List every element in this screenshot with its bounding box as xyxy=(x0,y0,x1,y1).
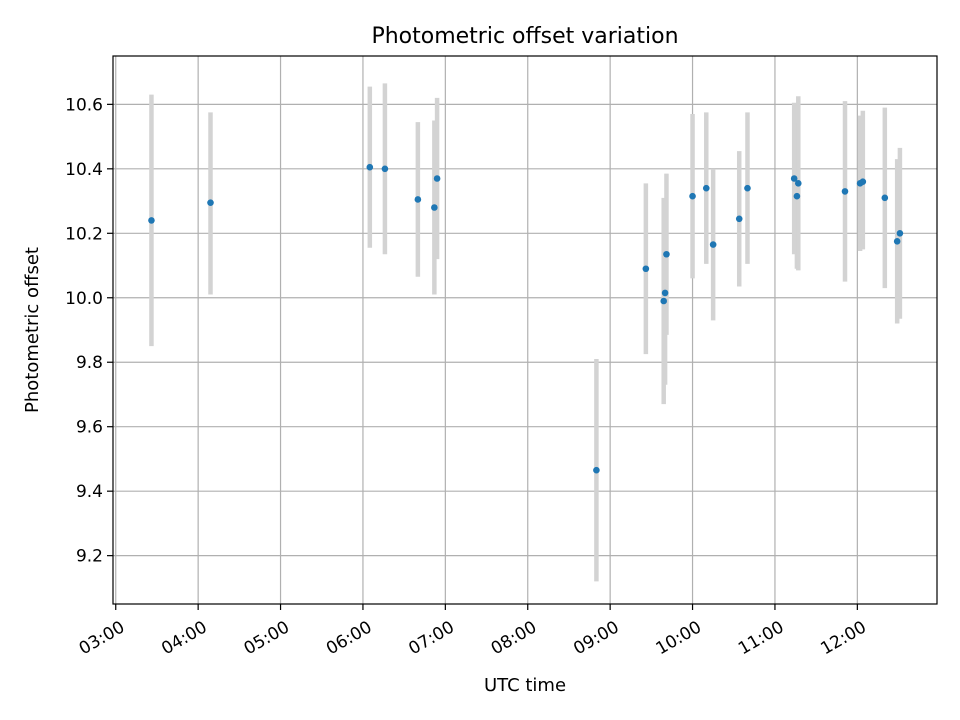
x-axis-label: UTC time xyxy=(484,675,566,696)
data-point xyxy=(893,238,901,245)
data-point xyxy=(794,180,802,187)
y-axis-label: Photometric offset xyxy=(22,247,43,413)
data-point xyxy=(433,175,441,182)
data-points xyxy=(148,163,904,474)
y-tick-label: 9.6 xyxy=(76,418,103,438)
data-point xyxy=(663,250,670,258)
y-tick-label: 9.4 xyxy=(76,482,103,502)
data-point xyxy=(660,297,668,305)
y-tick-label: 10.4 xyxy=(65,160,103,180)
y-tick-label: 10.6 xyxy=(65,95,103,115)
y-tick-label: 10.2 xyxy=(65,224,103,244)
data-point xyxy=(702,184,710,192)
data-point xyxy=(881,194,889,202)
chart-title: Photometric offset variation xyxy=(371,24,678,49)
data-point xyxy=(689,192,696,200)
plot-frame xyxy=(112,55,938,605)
y-tick-label: 10.0 xyxy=(65,289,103,309)
data-point xyxy=(414,196,422,203)
data-point xyxy=(207,199,214,206)
data-point xyxy=(593,466,600,474)
data-point xyxy=(642,265,650,273)
data-point xyxy=(661,289,669,297)
data-point xyxy=(793,192,801,200)
data-point xyxy=(859,178,867,186)
data-point xyxy=(735,215,743,223)
data-point xyxy=(709,241,717,248)
data-point xyxy=(431,204,438,211)
data-point xyxy=(744,184,751,192)
y-tick-label: 9.8 xyxy=(76,353,103,373)
data-point xyxy=(841,188,849,195)
data-point xyxy=(790,175,798,182)
data-point xyxy=(366,163,374,171)
data-point xyxy=(896,229,904,237)
y-tick-label: 9.2 xyxy=(76,547,103,567)
data-point xyxy=(148,217,155,224)
grid-lines xyxy=(113,56,937,604)
data-point xyxy=(381,165,389,173)
